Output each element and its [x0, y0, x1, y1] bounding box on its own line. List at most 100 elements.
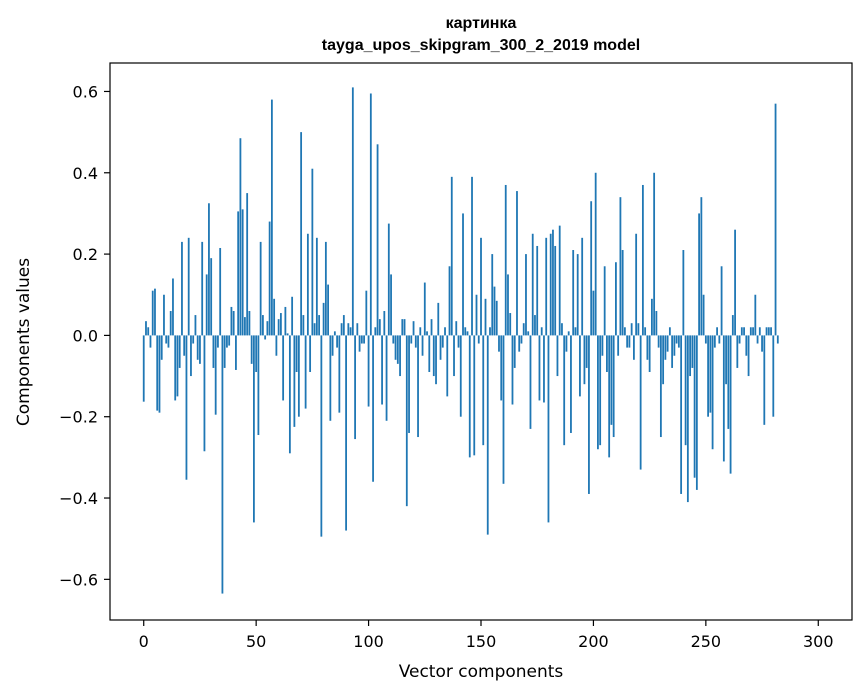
bar [700, 197, 703, 336]
bar [369, 93, 372, 336]
bar [408, 335, 410, 433]
bar [707, 335, 709, 417]
bar [633, 335, 635, 360]
bar [624, 327, 626, 336]
x-tick-label: 0 [139, 632, 149, 651]
bar [520, 335, 523, 344]
y-tick-label: 0.0 [73, 326, 98, 345]
bar [205, 274, 208, 336]
bar [772, 335, 775, 417]
bar [230, 306, 233, 336]
bar [594, 172, 597, 336]
bar [675, 335, 678, 344]
bar [612, 335, 615, 438]
y-ticks: 0.6 0.4 0.2 0.0 −0.2 −0.4 −0.6 [59, 82, 110, 589]
bar [668, 327, 671, 336]
bar [423, 282, 426, 336]
bar [421, 335, 424, 356]
bar [324, 241, 327, 336]
bar [163, 294, 165, 336]
bar [410, 335, 413, 344]
bar [268, 221, 271, 336]
bar [214, 335, 217, 415]
bar [729, 335, 732, 474]
bar [459, 335, 462, 417]
bar [482, 335, 485, 446]
bar [702, 294, 705, 336]
bar [203, 335, 206, 452]
bar [565, 335, 568, 352]
bar [387, 223, 390, 336]
bar [392, 335, 395, 344]
bars-group [142, 87, 779, 594]
bar [374, 327, 377, 336]
bar [776, 335, 779, 344]
bar [698, 213, 700, 336]
bar [336, 335, 338, 348]
bar [641, 184, 644, 336]
bar [547, 335, 550, 523]
bar [178, 335, 181, 368]
bar [758, 327, 761, 336]
bar [331, 335, 334, 356]
bar [749, 327, 752, 336]
y-tick-label: −0.2 [59, 408, 98, 427]
bar [615, 262, 617, 336]
bar [603, 266, 606, 336]
bar [718, 335, 721, 344]
bar [628, 335, 631, 348]
x-tick-label: 250 [691, 632, 722, 651]
bar [399, 335, 401, 377]
bar [743, 327, 745, 336]
bar [518, 335, 521, 352]
bar [477, 335, 480, 344]
y-tick-label: −0.4 [59, 489, 98, 508]
bar [648, 335, 651, 372]
bar [412, 321, 415, 336]
bar [358, 335, 361, 352]
x-ticks: 0 50 100 150 200 250 300 [139, 620, 834, 651]
bar [327, 284, 329, 336]
bar [417, 335, 419, 438]
chart-title-line2: tayga_upos_skipgram_300_2_2019 model [322, 37, 640, 54]
bar [372, 335, 374, 482]
bar [318, 315, 321, 336]
bar [293, 335, 296, 427]
bar [635, 233, 638, 336]
bar [695, 335, 698, 490]
bar [592, 290, 595, 336]
bar [473, 335, 476, 456]
bar [383, 311, 386, 336]
bar [419, 327, 422, 336]
bar [295, 335, 298, 372]
bar [639, 335, 642, 470]
bar [498, 335, 500, 352]
bar [662, 335, 665, 385]
bar [187, 237, 190, 336]
bar [183, 335, 186, 356]
bar [403, 319, 406, 336]
bar [621, 250, 624, 336]
bar [266, 321, 269, 336]
bar [154, 288, 156, 336]
bar [516, 191, 518, 336]
bar [232, 311, 235, 336]
bar [333, 331, 336, 336]
bar [644, 327, 647, 336]
bar [253, 335, 255, 523]
y-tick-label: 0.6 [73, 82, 98, 101]
bar [151, 290, 154, 336]
bar [174, 335, 177, 401]
bar [736, 335, 739, 368]
bar [554, 245, 557, 336]
bar [763, 335, 766, 425]
bar [462, 213, 464, 336]
bar [340, 323, 343, 336]
bar [511, 335, 514, 405]
bar [453, 335, 455, 377]
bar [284, 306, 287, 336]
bar [304, 335, 307, 409]
bar [367, 335, 370, 407]
bar [534, 315, 536, 336]
